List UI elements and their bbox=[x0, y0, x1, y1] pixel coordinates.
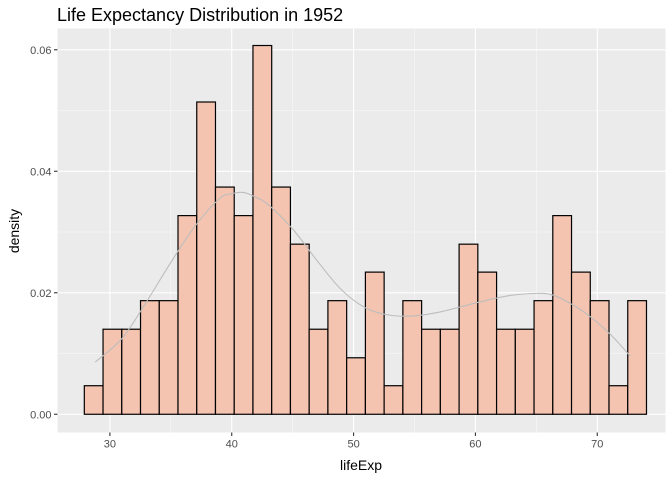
histogram-bar bbox=[139, 300, 160, 415]
histogram-bar bbox=[364, 271, 385, 415]
histogram-bar bbox=[439, 328, 460, 415]
y-tick-label: 0.02 bbox=[30, 288, 51, 300]
histogram-bar bbox=[627, 300, 648, 415]
histogram-bar bbox=[196, 101, 217, 415]
histogram-bar bbox=[83, 385, 104, 415]
histogram-bar bbox=[402, 300, 423, 415]
histogram-bar bbox=[421, 328, 441, 415]
histogram-bar bbox=[252, 44, 273, 415]
histogram-bar bbox=[570, 271, 591, 415]
y-tick-label: 0.06 bbox=[30, 45, 51, 57]
x-axis-label: lifeExp bbox=[340, 457, 382, 473]
histogram-bar bbox=[495, 328, 516, 415]
histogram-bar bbox=[552, 215, 573, 415]
x-axis-ticks: 30 40 50 60 70 bbox=[104, 432, 603, 451]
x-tick-label: 50 bbox=[347, 439, 359, 451]
histogram-bar bbox=[458, 243, 479, 415]
histogram-bar bbox=[327, 300, 348, 415]
histogram-bar bbox=[383, 385, 404, 415]
histogram-bar bbox=[289, 243, 310, 415]
histogram-bar bbox=[589, 300, 610, 415]
x-tick-label: 70 bbox=[591, 439, 603, 451]
x-tick-label: 30 bbox=[104, 439, 116, 451]
histogram-bar bbox=[177, 215, 198, 415]
histogram-bar bbox=[308, 328, 329, 415]
histogram-bar bbox=[214, 186, 235, 415]
histogram-bar bbox=[121, 328, 142, 415]
y-tick-label: 0.00 bbox=[30, 409, 51, 421]
histogram-bar bbox=[514, 328, 535, 415]
histogram-bars bbox=[83, 44, 648, 415]
histogram-bar bbox=[608, 385, 629, 415]
histogram-bar bbox=[533, 300, 554, 415]
y-tick-label: 0.04 bbox=[30, 166, 51, 178]
density-curve bbox=[94, 191, 631, 363]
chart-title: Life Expectancy Distribution in 1952 bbox=[57, 5, 343, 25]
y-axis-ticks: 0.00 0.02 0.04 0.06 bbox=[30, 45, 58, 421]
histogram-bar bbox=[271, 186, 292, 415]
histogram-bar bbox=[233, 215, 254, 415]
y-axis-label: density bbox=[6, 209, 22, 253]
histogram-bar bbox=[158, 300, 179, 415]
x-tick-label: 40 bbox=[226, 439, 238, 451]
histogram-bar bbox=[346, 357, 366, 415]
histogram-bar bbox=[477, 271, 498, 415]
x-tick-label: 60 bbox=[469, 439, 481, 451]
